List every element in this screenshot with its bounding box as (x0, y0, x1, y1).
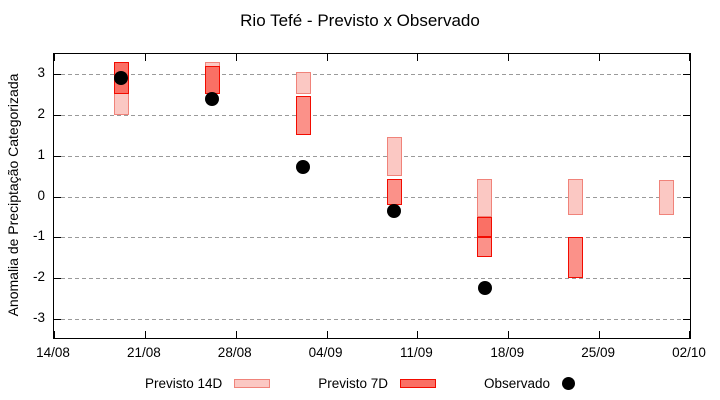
x-tick-mark (326, 331, 328, 338)
previsto-14d-bar (386, 137, 402, 177)
previsto-7d-bar (295, 96, 311, 136)
previsto-7d-bar (568, 237, 584, 279)
x-tick-label: 02/10 (672, 345, 706, 360)
y-tick-mark (54, 278, 61, 280)
gridline (54, 318, 690, 320)
legend-item-observado: Observado (484, 376, 576, 391)
legend-label: Previsto 14D (144, 376, 223, 391)
y-tick-label: -2 (32, 269, 45, 285)
y-tick-mark (683, 196, 690, 198)
x-tick-mark (689, 54, 690, 61)
gridline (54, 278, 690, 280)
x-tick-label: 21/08 (126, 345, 161, 360)
x-tick-mark (144, 331, 146, 338)
gridline (54, 114, 690, 116)
x-tick-label: 25/09 (581, 345, 616, 360)
observado-dot (387, 204, 402, 219)
y-tick-mark (54, 237, 61, 239)
x-tick-mark (235, 54, 237, 61)
y-tick-label: 2 (37, 105, 45, 121)
gridline (54, 237, 690, 239)
legend-item-previsto-14d: Previsto 14D (144, 376, 271, 391)
x-tick-label: 14/08 (36, 345, 70, 360)
gridline (54, 196, 690, 198)
y-tick-mark (683, 155, 690, 157)
legend-label: Previsto 7D (318, 376, 389, 391)
previsto-7d-bar (204, 65, 220, 95)
y-tick-mark (683, 237, 690, 239)
previsto-14d-swatch (234, 379, 271, 388)
x-tick-mark (235, 331, 237, 338)
y-tick-label: 1 (37, 146, 45, 162)
gridline (54, 155, 690, 157)
x-tick-mark (54, 331, 55, 338)
previsto-14d-bar (568, 179, 584, 215)
x-tick-label: 18/09 (490, 345, 525, 360)
x-tick-mark (326, 54, 328, 61)
previsto-14d-bar (477, 178, 493, 217)
x-tick-mark (417, 54, 419, 61)
y-tick-label: 0 (37, 187, 45, 203)
observado-dot (114, 71, 129, 86)
previsto-7d-bar (386, 179, 402, 205)
legend: Previsto 14D Previsto 7D Observado (0, 376, 720, 391)
y-tick-label: -3 (32, 309, 45, 325)
y-tick-mark (54, 155, 61, 157)
plot-area (53, 53, 691, 339)
previsto-14d-bar (659, 179, 675, 216)
legend-item-previsto-7d: Previsto 7D (318, 376, 437, 391)
legend-label: Observado (484, 376, 551, 391)
x-tick-mark (599, 54, 601, 61)
observado-swatch (562, 377, 576, 390)
x-tick-label: 28/08 (217, 345, 252, 360)
previsto-7d-swatch (400, 379, 437, 388)
y-tick-mark (683, 74, 690, 75)
y-tick-mark (683, 318, 690, 320)
x-tick-label: 04/09 (308, 345, 343, 360)
y-tick-label: 3 (37, 65, 45, 80)
y-tick-mark (54, 318, 61, 320)
x-tick-mark (599, 331, 601, 338)
y-tick-mark (54, 196, 61, 198)
previsto-14d-bar (295, 71, 311, 95)
observado-dot (296, 159, 311, 174)
previsto-7d-bar (477, 237, 493, 257)
y-tick-mark (683, 278, 690, 280)
gridline (54, 74, 690, 75)
x-tick-mark (689, 331, 690, 338)
x-tick-mark (508, 331, 510, 338)
previsto-7d-bar (477, 216, 493, 238)
observado-dot (477, 281, 492, 296)
observado-dot (205, 91, 220, 106)
y-tick-mark (54, 74, 61, 75)
y-tick-mark (54, 114, 61, 116)
y-tick-mark (683, 114, 690, 116)
x-tick-mark (54, 54, 55, 61)
x-tick-mark (417, 331, 419, 338)
x-tick-mark (144, 54, 146, 61)
x-tick-mark (508, 54, 510, 61)
chart-title: Rio Tefé - Previsto x Observado (240, 11, 480, 30)
x-tick-label: 11/09 (400, 345, 433, 360)
y-tick-label: -1 (32, 228, 45, 244)
